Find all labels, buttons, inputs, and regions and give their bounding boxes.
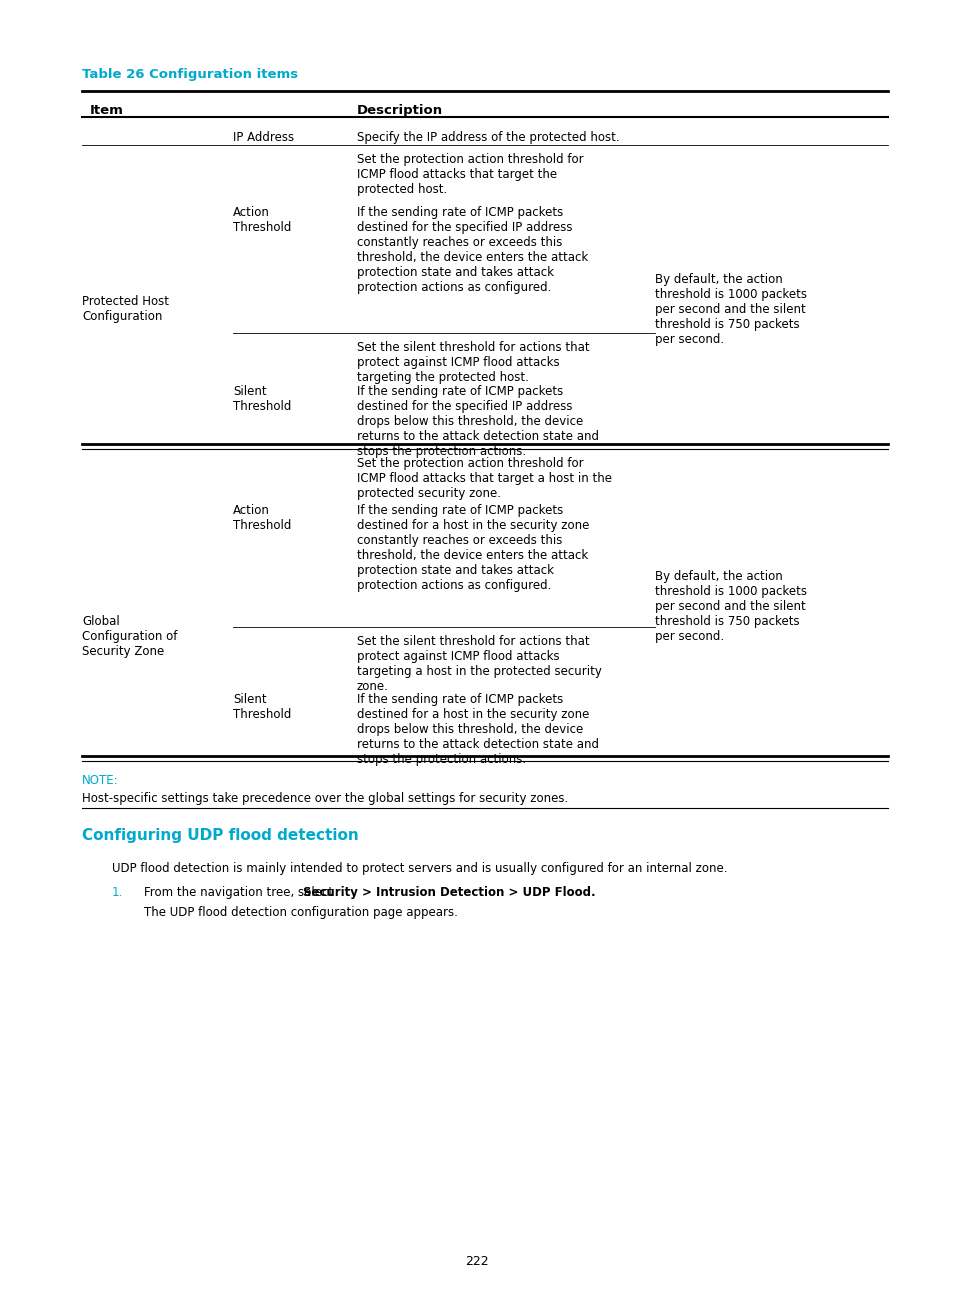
Text: Action
Threshold: Action Threshold	[233, 206, 291, 235]
Text: 1.: 1.	[112, 886, 123, 899]
Text: 222: 222	[465, 1255, 488, 1267]
Text: If the sending rate of ICMP packets
destined for a host in the security zone
dro: If the sending rate of ICMP packets dest…	[356, 693, 598, 766]
Text: IP Address: IP Address	[233, 131, 294, 144]
Text: UDP flood detection is mainly intended to protect servers and is usually configu: UDP flood detection is mainly intended t…	[112, 862, 727, 875]
Text: Configuring UDP flood detection: Configuring UDP flood detection	[82, 828, 358, 842]
Text: If the sending rate of ICMP packets
destined for the specified IP address
consta: If the sending rate of ICMP packets dest…	[356, 206, 588, 294]
Text: NOTE:: NOTE:	[82, 774, 118, 787]
Text: Protected Host
Configuration: Protected Host Configuration	[82, 295, 169, 323]
Text: Set the silent threshold for actions that
protect against ICMP flood attacks
tar: Set the silent threshold for actions tha…	[356, 635, 601, 693]
Text: Action
Threshold: Action Threshold	[233, 504, 291, 531]
Text: Set the protection action threshold for
ICMP flood attacks that target the
prote: Set the protection action threshold for …	[356, 153, 583, 196]
Text: By default, the action
threshold is 1000 packets
per second and the silent
thres: By default, the action threshold is 1000…	[655, 570, 806, 643]
Text: Host-specific settings take precedence over the global settings for security zon: Host-specific settings take precedence o…	[82, 792, 568, 805]
Text: Item: Item	[90, 104, 124, 117]
Text: Set the protection action threshold for
ICMP flood attacks that target a host in: Set the protection action threshold for …	[356, 457, 612, 500]
Text: Global
Configuration of
Security Zone: Global Configuration of Security Zone	[82, 616, 177, 658]
Text: Silent
Threshold: Silent Threshold	[233, 693, 291, 721]
Text: Set the silent threshold for actions that
protect against ICMP flood attacks
tar: Set the silent threshold for actions tha…	[356, 341, 589, 384]
Text: Specify the IP address of the protected host.: Specify the IP address of the protected …	[356, 131, 619, 144]
Text: From the navigation tree, select: From the navigation tree, select	[144, 886, 336, 899]
Text: If the sending rate of ICMP packets
destined for the specified IP address
drops : If the sending rate of ICMP packets dest…	[356, 385, 598, 457]
Text: If the sending rate of ICMP packets
destined for a host in the security zone
con: If the sending rate of ICMP packets dest…	[356, 504, 589, 592]
Text: The UDP flood detection configuration page appears.: The UDP flood detection configuration pa…	[144, 906, 457, 919]
Text: Silent
Threshold: Silent Threshold	[233, 385, 291, 413]
Text: Description: Description	[356, 104, 442, 117]
Text: Security > Intrusion Detection > UDP Flood.: Security > Intrusion Detection > UDP Flo…	[303, 886, 595, 899]
Text: Table 26 Configuration items: Table 26 Configuration items	[82, 67, 297, 80]
Text: By default, the action
threshold is 1000 packets
per second and the silent
thres: By default, the action threshold is 1000…	[655, 273, 806, 346]
